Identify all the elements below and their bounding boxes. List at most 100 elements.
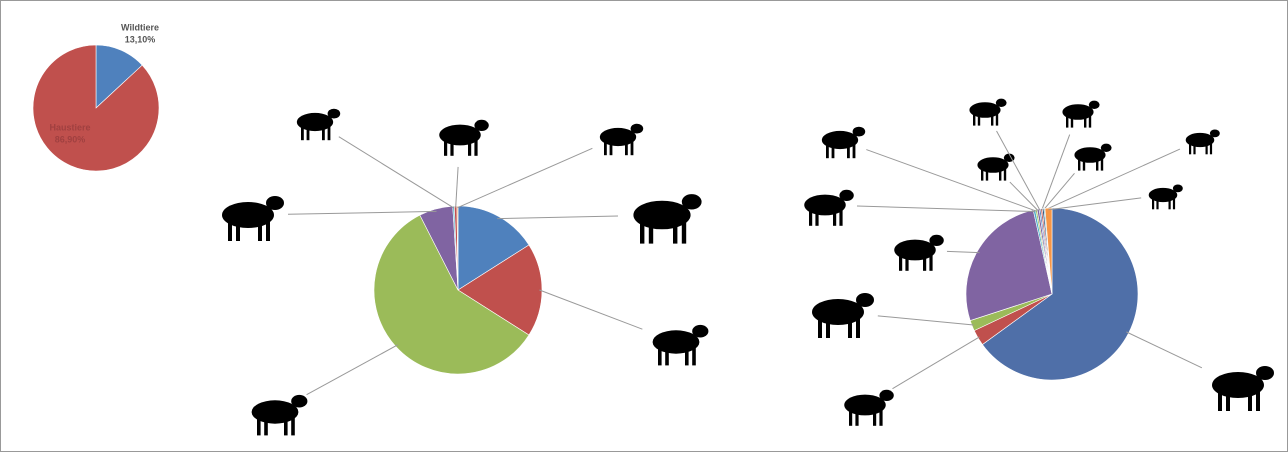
icon-leg	[855, 409, 859, 426]
icon-leg	[604, 141, 607, 156]
icon-leg	[1084, 115, 1087, 128]
pie-slice	[1044, 207, 1053, 295]
leader-line	[457, 147, 593, 209]
animal-icon	[1074, 143, 1112, 171]
icon-leg	[873, 409, 877, 426]
icon-leg	[929, 254, 933, 271]
icon-leg	[848, 318, 852, 338]
icon-leg	[1172, 198, 1176, 210]
animal-icon	[1212, 366, 1274, 411]
icon-leg	[1218, 391, 1222, 411]
icon-leg	[450, 139, 454, 156]
animal-icon	[439, 119, 489, 156]
leader-line	[866, 149, 1037, 212]
icon-leg	[258, 221, 262, 241]
icon-leg	[981, 168, 984, 181]
icon-leg	[1096, 158, 1099, 171]
animal-icon	[296, 108, 341, 141]
leader-line	[306, 344, 398, 396]
icon-leg	[1248, 391, 1252, 411]
icon-leg	[1078, 158, 1081, 171]
pie-slice	[373, 214, 530, 375]
icon-leg	[852, 144, 856, 159]
pie-slice	[457, 244, 543, 336]
leader-line	[1041, 134, 1071, 211]
leader-line	[338, 136, 454, 209]
icon-head	[1172, 184, 1183, 193]
animal-icon	[599, 123, 644, 156]
icon-head	[839, 189, 854, 201]
icon-leg	[228, 221, 232, 241]
animal-icon	[969, 98, 1007, 126]
icon-head	[856, 293, 874, 307]
animal-icon	[1148, 184, 1183, 210]
icon-leg	[977, 113, 981, 126]
icon-leg	[809, 209, 813, 226]
icon-leg	[625, 141, 628, 156]
icon-leg	[1082, 158, 1086, 171]
icon-leg	[847, 144, 850, 159]
icon-leg	[648, 221, 654, 244]
icon-leg	[257, 417, 261, 436]
slice-category: Haustiere	[49, 122, 90, 132]
icon-head	[327, 108, 341, 119]
leader-line	[996, 130, 1041, 211]
pie-slice	[32, 44, 160, 172]
icon-leg	[609, 141, 613, 156]
icon-leg	[284, 417, 288, 436]
icon-head	[1088, 100, 1100, 109]
icon-leg	[327, 126, 331, 141]
leader-line	[1126, 331, 1203, 369]
icon-leg	[923, 254, 927, 271]
leader-line	[946, 250, 980, 254]
animal-icon	[1185, 129, 1220, 155]
icon-leg	[1100, 158, 1104, 171]
icon-leg	[831, 144, 835, 159]
icon-leg	[640, 221, 645, 244]
icon-leg	[1156, 198, 1159, 210]
icon-leg	[973, 113, 976, 126]
icon-head	[630, 123, 644, 134]
slice-value-label: 13,10%	[125, 34, 156, 44]
leader-line	[539, 289, 643, 330]
icon-leg	[291, 417, 295, 436]
icon-leg	[1209, 143, 1213, 155]
icon-leg	[826, 318, 830, 338]
icon-leg	[995, 113, 999, 126]
icon-leg	[849, 409, 853, 426]
icon-leg	[899, 254, 903, 271]
icon-leg	[444, 139, 448, 156]
icon-leg	[985, 168, 989, 181]
leader-line	[877, 315, 974, 326]
icon-leg	[1256, 391, 1260, 411]
pie-slice	[965, 209, 1053, 321]
slice-value-label: 86,90%	[55, 134, 86, 144]
leader-line	[1042, 172, 1075, 211]
icon-leg	[630, 141, 634, 156]
icon-leg	[474, 139, 478, 156]
icon-head	[929, 234, 944, 246]
icon-leg	[999, 168, 1002, 181]
icon-leg	[306, 126, 310, 141]
pie-slice	[457, 205, 530, 291]
icon-leg	[815, 209, 819, 226]
icon-leg	[1152, 198, 1155, 210]
icon-head	[266, 196, 284, 210]
leader-line	[1044, 148, 1181, 211]
leader-line	[892, 336, 980, 390]
icon-leg	[905, 254, 909, 271]
icon-leg	[826, 144, 829, 159]
icon-leg	[301, 126, 304, 141]
leader-line	[497, 215, 619, 220]
icon-leg	[991, 113, 994, 126]
icon-head	[1100, 143, 1112, 152]
icon-leg	[673, 221, 678, 244]
icon-leg	[1226, 391, 1230, 411]
icon-leg	[839, 209, 843, 226]
icon-leg	[264, 417, 268, 436]
icon-head	[474, 119, 489, 131]
icon-leg	[856, 318, 860, 338]
icon-leg	[322, 126, 325, 141]
icon-head	[1209, 129, 1220, 138]
